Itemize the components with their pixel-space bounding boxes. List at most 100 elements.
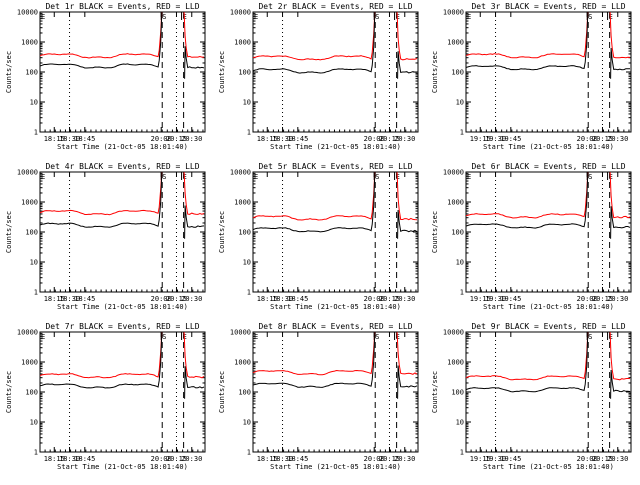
lld-series-line bbox=[465, 332, 589, 381]
y-tick-label: 1000 bbox=[234, 39, 251, 47]
x-tick-label: 19:15 bbox=[470, 295, 491, 303]
lld-series-line bbox=[465, 172, 589, 219]
plot-title: Det 3r BLACK = Events, RED = LLD bbox=[471, 2, 625, 11]
plot-frame bbox=[252, 171, 419, 293]
flag-label: S bbox=[162, 173, 166, 181]
y-tick-label: 1000 bbox=[447, 199, 464, 207]
events-series-line-after bbox=[397, 51, 418, 79]
plot-frame bbox=[252, 331, 419, 453]
x-tick-label: 18:45 bbox=[74, 135, 95, 143]
x-tick-label: 18:45 bbox=[74, 295, 95, 303]
flag-label: E bbox=[467, 333, 471, 341]
y-tick-label: 10 bbox=[456, 99, 464, 107]
plot-title: Det 4r BLACK = Events, RED = LLD bbox=[45, 162, 199, 171]
lld-series-line bbox=[39, 172, 163, 216]
y-tick-label: 10 bbox=[243, 259, 251, 267]
y-tick-label: 1000 bbox=[234, 359, 251, 367]
x-tick-label: 18:30 bbox=[59, 135, 80, 143]
x-tick-label: 19:15 bbox=[470, 135, 491, 143]
lld-series-line-after bbox=[609, 12, 631, 59]
lld-series-line-after bbox=[396, 332, 418, 375]
x-tick-label: 20:15 bbox=[592, 135, 613, 143]
lld-series-line bbox=[39, 332, 163, 379]
y-tick-label: 10 bbox=[456, 259, 464, 267]
plot-title: Det 7r BLACK = Events, RED = LLD bbox=[45, 322, 199, 331]
y-tick-label: 1 bbox=[460, 289, 464, 297]
y-axis-label: Counts/sec bbox=[431, 211, 439, 253]
y-tick-label: 100 bbox=[25, 229, 38, 237]
y-tick-label: 1 bbox=[34, 129, 38, 137]
x-tick-label: 19:30 bbox=[485, 135, 506, 143]
flag-label: S bbox=[162, 333, 166, 341]
x-tick-label: 20:30 bbox=[394, 135, 415, 143]
x-axis-label: Start Time (21-Oct-05 18:01:40) bbox=[270, 463, 401, 471]
y-tick-label: 1000 bbox=[21, 199, 38, 207]
flag-label: E bbox=[254, 333, 258, 341]
y-tick-label: 1 bbox=[460, 129, 464, 137]
lld-series-line bbox=[39, 12, 163, 59]
y-axis-label: Counts/sec bbox=[431, 371, 439, 413]
y-tick-label: 100 bbox=[25, 389, 38, 397]
x-tick-label: 19:30 bbox=[485, 295, 506, 303]
x-tick-label: 19:45 bbox=[500, 135, 521, 143]
events-series-line-after bbox=[397, 209, 418, 239]
x-tick-label: 19:15 bbox=[470, 455, 491, 463]
y-tick-label: 10000 bbox=[443, 9, 464, 17]
events-series-line bbox=[39, 172, 163, 228]
detector-plot-4: Det 4r BLACK = Events, RED = LLD 1 10 100 10… bbox=[5, 162, 206, 311]
y-tick-label: 100 bbox=[451, 389, 464, 397]
lld-series-line-after bbox=[396, 12, 418, 61]
lld-series-line bbox=[252, 172, 376, 221]
x-tick-label: 20:30 bbox=[607, 455, 628, 463]
x-tick-label: 20:00 bbox=[151, 135, 172, 143]
y-tick-label: 100 bbox=[451, 69, 464, 77]
x-tick-label: 20:30 bbox=[394, 295, 415, 303]
events-series-line bbox=[39, 332, 163, 389]
x-tick-label: 20:00 bbox=[151, 295, 172, 303]
x-tick-label: 20:00 bbox=[364, 455, 385, 463]
y-tick-label: 10 bbox=[243, 99, 251, 107]
y-tick-label: 10 bbox=[456, 419, 464, 427]
y-tick-label: 10 bbox=[30, 259, 38, 267]
y-tick-label: 10000 bbox=[230, 169, 251, 177]
plot-frame bbox=[39, 11, 206, 133]
plot-frame bbox=[465, 11, 632, 133]
flag-label: E bbox=[254, 173, 258, 181]
x-axis-label: Start Time (21-Oct-05 18:01:40) bbox=[483, 303, 614, 311]
x-tick-label: 20:00 bbox=[364, 295, 385, 303]
events-series-line bbox=[252, 332, 376, 388]
flag-label: E bbox=[254, 13, 258, 21]
x-tick-label: 20:30 bbox=[394, 455, 415, 463]
x-tick-label: 20:30 bbox=[181, 135, 202, 143]
plot-title: Det 8r BLACK = Events, RED = LLD bbox=[258, 322, 412, 331]
y-tick-label: 100 bbox=[451, 229, 464, 237]
lld-series-line bbox=[465, 12, 589, 59]
y-tick-label: 10000 bbox=[443, 169, 464, 177]
lld-series-line-after bbox=[609, 172, 631, 219]
flag-label: S bbox=[375, 13, 379, 21]
y-axis-label: Counts/sec bbox=[431, 51, 439, 93]
x-tick-label: 19:45 bbox=[500, 295, 521, 303]
x-axis-label: Start Time (21-Oct-05 18:01:40) bbox=[57, 303, 188, 311]
lld-series-line-after bbox=[183, 332, 205, 379]
y-axis-label: Counts/sec bbox=[218, 211, 226, 253]
x-tick-label: 18:15 bbox=[44, 455, 65, 463]
flag-label: S bbox=[162, 13, 166, 21]
lld-series-line-after bbox=[609, 332, 631, 381]
x-tick-label: 19:45 bbox=[500, 455, 521, 463]
detector-plot-6: Det 6r BLACK = Events, RED = LLD 1 10 100 10… bbox=[431, 162, 632, 311]
y-axis-label: Counts/sec bbox=[5, 211, 13, 253]
y-tick-label: 1 bbox=[34, 449, 38, 457]
y-tick-label: 100 bbox=[238, 389, 251, 397]
flag-label: E bbox=[41, 13, 45, 21]
flag-label: S bbox=[588, 13, 592, 21]
events-series-line-after bbox=[610, 206, 631, 239]
y-axis-label: Counts/sec bbox=[5, 51, 13, 93]
x-axis-label: Start Time (21-Oct-05 18:01:40) bbox=[57, 143, 188, 151]
y-tick-label: 10000 bbox=[17, 169, 38, 177]
x-tick-label: 18:45 bbox=[74, 455, 95, 463]
y-tick-label: 1000 bbox=[447, 39, 464, 47]
events-series-line-after bbox=[610, 47, 630, 79]
x-tick-label: 18:15 bbox=[257, 135, 278, 143]
